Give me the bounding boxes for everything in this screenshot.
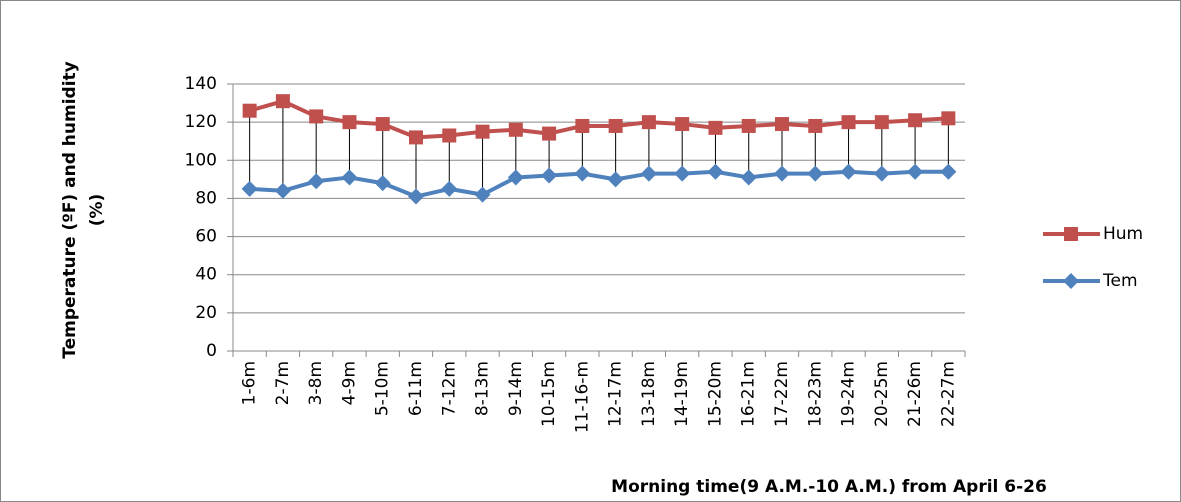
point [542,126,557,141]
point [607,171,624,188]
y-tick-label: 80 [195,188,217,208]
x-tick-label: 19-24m [839,361,859,427]
x-tick-label: 10-15m [539,361,559,427]
point [775,117,789,132]
point [242,103,257,118]
point [241,180,258,197]
point [308,173,325,190]
point [741,118,756,133]
x-tick-label: 2-7m [273,361,293,405]
point [441,180,458,197]
x-tick-label: 1-6m [240,361,260,405]
x-tick-label: 6-11m [406,361,426,416]
x-tick-label: 9-14m [506,361,526,416]
y-tick-label: 0 [206,341,217,361]
y-axis-label: (%) [87,194,107,227]
point [708,120,723,135]
point [873,165,890,182]
x-tick-label: 16-21m [739,361,759,427]
x-tick-label: 22-27m [938,361,958,427]
point [507,169,524,186]
point [608,118,623,133]
y-axis-label: Temperature (ºF) and humidity [60,61,80,358]
legend-label: Tem [1102,271,1138,291]
point [442,128,457,143]
point [874,115,889,130]
point [341,169,358,186]
x-tick-label: 18-23m [805,361,825,427]
y-tick-label: 120 [185,112,217,132]
point [342,115,357,130]
point [774,165,790,182]
x-tick-label: 8-13m [473,361,493,416]
point [841,115,856,130]
point [640,165,657,182]
x-tick-label: 12-17m [606,361,626,427]
point [275,94,290,109]
x-tick-label: 7-12m [439,361,459,416]
x-tick-label: 17-22m [772,361,792,427]
y-tick-label: 20 [195,303,217,323]
point [541,167,558,184]
x-tick-label: 3-8m [306,361,326,405]
x-tick-label: 11-16-m [572,361,592,433]
point [575,118,590,133]
x-tick-label: 14-19m [672,361,692,427]
point [309,109,324,124]
point [375,117,390,132]
x-axis-label: Morning time(9 A.M.-10 A.M.) from April … [611,477,1047,497]
series-line [249,99,949,140]
x-tick-label: 13-18m [639,361,659,427]
point [907,163,924,180]
point [374,175,391,192]
x-tick-label: 5-10m [373,361,393,416]
point [941,111,956,126]
point [641,115,656,130]
x-tick-label: 20-25m [872,361,892,427]
legend-label: Hum [1103,224,1143,244]
y-tick-label: 100 [185,150,217,170]
x-tick-label: 15-20m [705,361,725,427]
x-tick-label: 4-9m [339,361,359,405]
point [740,169,757,186]
point [475,124,490,139]
point [508,122,523,137]
point [908,113,923,128]
y-tick-label: 40 [195,265,217,285]
point [940,163,957,180]
y-tick-label: 60 [195,227,217,247]
point [409,130,423,145]
series-line [249,169,949,199]
point [574,165,591,182]
point [675,117,690,132]
point [408,188,424,205]
y-tick-label: 140 [185,74,217,94]
point [674,165,691,182]
x-tick-label: 21-26m [905,361,925,427]
point [274,182,291,199]
point [808,118,823,133]
point [807,165,824,182]
point [474,186,491,203]
point [707,163,724,180]
point [840,163,857,180]
legend-marker [1063,273,1079,289]
legend-marker [1064,227,1078,241]
